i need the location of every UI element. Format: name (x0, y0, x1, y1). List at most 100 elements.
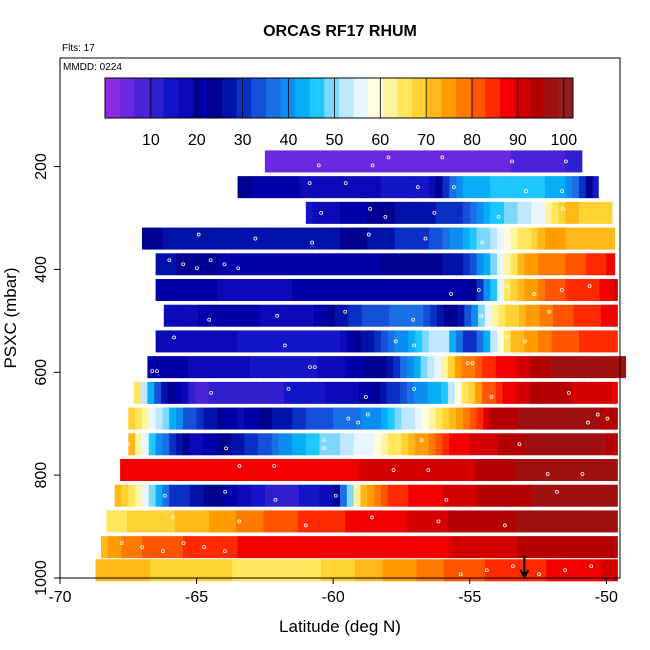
heatmap-cell (531, 433, 539, 456)
heatmap-cell (516, 510, 524, 533)
track-point (479, 313, 484, 318)
heatmap-cell (243, 381, 251, 404)
heatmap-cell (565, 253, 573, 276)
heatmap-cell (462, 433, 471, 456)
heatmap-cell (427, 356, 435, 379)
heatmap-cell (456, 176, 464, 199)
heatmap-cell (497, 253, 505, 276)
heatmap-cell (387, 150, 396, 173)
heatmap-cell (333, 176, 341, 199)
colorbar-swatch (324, 78, 340, 118)
heatmap-cell (518, 304, 527, 327)
colorbar-swatch (280, 78, 296, 118)
heatmap-cell (312, 279, 321, 301)
heatmap-cell (393, 381, 401, 404)
heatmap-cell (189, 407, 198, 430)
track-point (563, 568, 567, 573)
heatmap-cell (202, 356, 210, 379)
heatmap-cell (461, 381, 469, 404)
heatmap-cell (518, 559, 527, 582)
heatmap-cell (331, 356, 340, 379)
heatmap-cell (162, 253, 170, 276)
heatmap-cell (611, 510, 618, 533)
heatmap-cell (456, 484, 464, 507)
heatmap-band (120, 459, 618, 481)
heatmap-cell (148, 407, 157, 430)
track-point (343, 309, 348, 314)
heatmap-cell (176, 433, 184, 456)
heatmap-cell (613, 330, 618, 353)
heatmap-cell (415, 253, 423, 276)
heatmap-cell (196, 253, 205, 276)
heatmap-cell (428, 433, 437, 456)
heatmap-cell (217, 227, 225, 250)
heatmap-cell (435, 201, 444, 224)
heatmap-cell (580, 304, 588, 327)
heatmap-cell (447, 381, 456, 404)
heatmap-cell (396, 304, 404, 327)
heatmap-cell (420, 510, 429, 533)
heatmap-cell (469, 176, 478, 199)
heatmap-cell (278, 433, 286, 456)
heatmap-cell (170, 304, 179, 327)
heatmap-cell (299, 227, 307, 250)
heatmap-cell (346, 150, 355, 173)
heatmap-cell (176, 407, 184, 430)
heatmap-cell (223, 407, 232, 430)
heatmap-cell (413, 381, 422, 404)
heatmap-cell (442, 484, 450, 507)
track-point (208, 258, 213, 263)
heatmap-cell (449, 330, 457, 353)
heatmap-cell (244, 176, 252, 199)
heatmap-cell (505, 304, 513, 327)
heatmap-cell (374, 253, 382, 276)
heatmap-cell (415, 484, 423, 507)
heatmap-cell (359, 510, 367, 533)
heatmap-cell (394, 330, 403, 353)
track-point (423, 236, 428, 241)
heatmap-cell (509, 381, 517, 404)
heatmap-cell (497, 150, 505, 173)
heatmap-cell (202, 459, 210, 481)
track-point (207, 317, 212, 322)
heatmap-cell (380, 150, 389, 173)
heatmap-cell (502, 381, 510, 404)
heatmap-cell (464, 304, 472, 327)
heatmap-cell (299, 484, 307, 507)
heatmap-cell (572, 407, 580, 430)
heatmap-cell (113, 510, 121, 533)
heatmap-cell (271, 227, 280, 250)
heatmap-cell (245, 304, 254, 327)
heatmap-cell (217, 484, 225, 507)
heatmap-cell (402, 559, 411, 582)
heatmap-cell (565, 176, 573, 199)
heatmap-cell (174, 510, 183, 533)
heatmap-cell (517, 484, 525, 507)
heatmap-cell (510, 536, 519, 559)
heatmap-cell (278, 484, 286, 507)
heatmap-cell (488, 356, 497, 379)
heatmap-cell (293, 559, 301, 582)
colorbar-swatch (309, 78, 325, 118)
heatmap-cell (606, 536, 614, 559)
heatmap-band (128, 407, 618, 430)
heatmap-cell (538, 253, 546, 276)
heatmap-cell (189, 227, 198, 250)
heatmap-cell (400, 459, 408, 481)
heatmap-cell (264, 150, 273, 173)
heatmap-cell (604, 510, 613, 533)
track-point (275, 313, 280, 318)
heatmap-cell (258, 279, 266, 301)
heatmap-cell (292, 330, 300, 353)
heatmap-cell (462, 536, 471, 559)
heatmap-cell (577, 510, 586, 533)
heatmap-cell (203, 227, 211, 250)
track-point (196, 232, 201, 237)
heatmap-cell (592, 536, 601, 559)
heatmap-cell (599, 484, 607, 507)
heatmap-cell (585, 201, 594, 224)
heatmap-cell (379, 381, 388, 404)
heatmap-cell (285, 407, 293, 430)
heatmap-cell (353, 484, 362, 507)
heatmap-cell (305, 150, 314, 173)
